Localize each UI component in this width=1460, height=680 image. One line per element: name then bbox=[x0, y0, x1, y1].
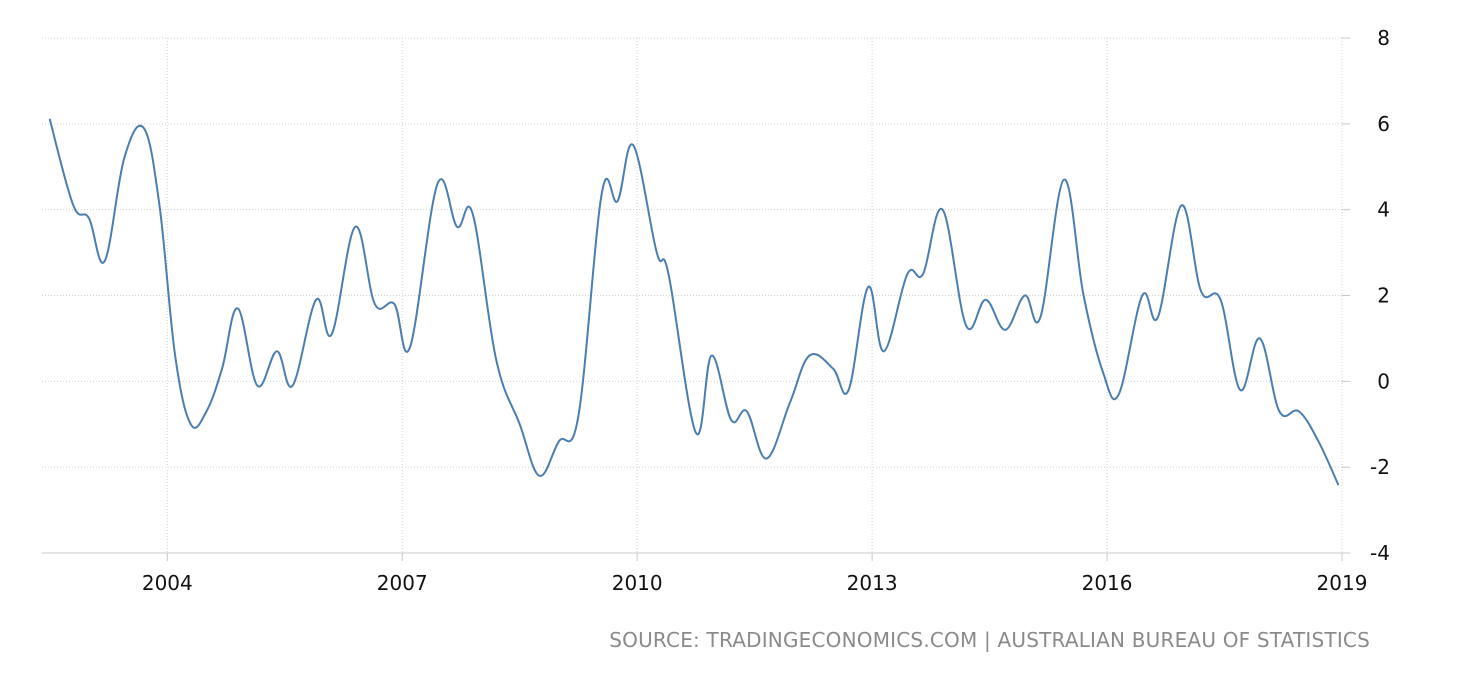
y-axis-ticks: 8 6 4 2 0 -2 -4 bbox=[1342, 26, 1390, 565]
y-tick-label: 8 bbox=[1377, 26, 1390, 50]
x-tick-label: 2004 bbox=[142, 571, 193, 595]
y-tick-label: 6 bbox=[1377, 112, 1390, 136]
series-layer bbox=[48, 118, 1340, 486]
y-tick-label: -2 bbox=[1370, 455, 1390, 479]
x-tick-label: 2010 bbox=[612, 571, 663, 595]
x-tick-label: 2007 bbox=[377, 571, 428, 595]
x-tick-label: 2013 bbox=[847, 571, 898, 595]
source-caption: SOURCE: TRADINGECONOMICS.COM | AUSTRALIA… bbox=[609, 628, 1370, 652]
x-gridlines bbox=[166, 38, 1343, 553]
y-tick-label: 2 bbox=[1377, 284, 1390, 308]
y-tick-label: 4 bbox=[1377, 198, 1390, 222]
series-line bbox=[48, 118, 1340, 486]
y-tick-label: 0 bbox=[1377, 369, 1390, 393]
x-axis-ticks: 2004 2007 2010 2013 2016 2019 bbox=[142, 553, 1368, 595]
x-tick-label: 2019 bbox=[1317, 571, 1368, 595]
x-tick-label: 2016 bbox=[1082, 571, 1133, 595]
y-tick-label: -4 bbox=[1370, 541, 1390, 565]
